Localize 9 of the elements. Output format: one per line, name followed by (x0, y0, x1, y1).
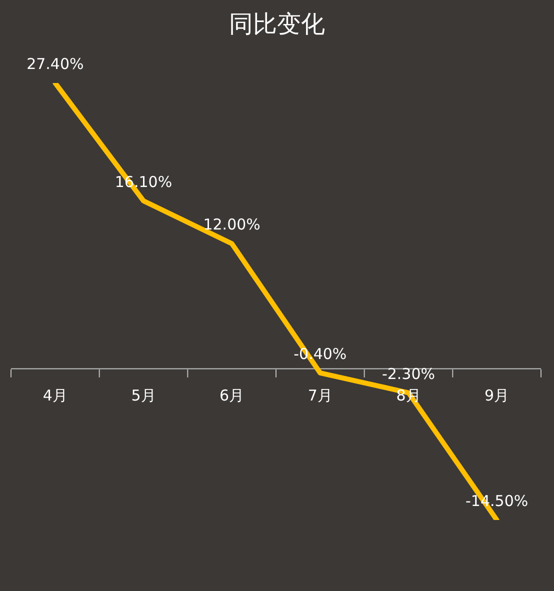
x-tick-label: 5月 (131, 386, 156, 404)
data-label: 12.00% (203, 216, 260, 234)
chart-title: 同比变化 (228, 9, 326, 40)
x-tick-label: 6月 (220, 386, 244, 404)
x-tick-label: 9月 (484, 386, 510, 404)
data-label: -2.30% (382, 364, 436, 383)
x-tick-label: 4月 (42, 386, 68, 404)
x-tick-label: 7月 (308, 386, 332, 404)
data-label: 27.40% (26, 55, 84, 73)
